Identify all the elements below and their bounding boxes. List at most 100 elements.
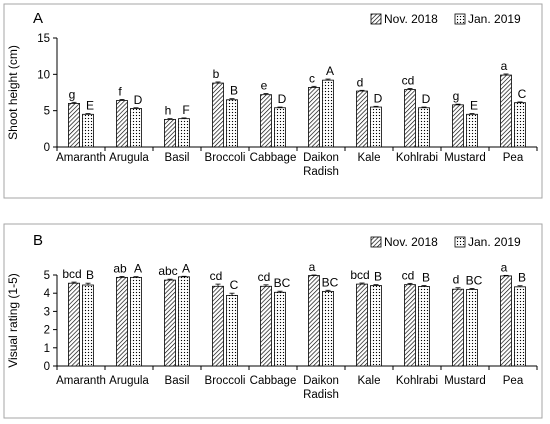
x-tick-label: Daikon — [303, 152, 339, 164]
bar-dots — [515, 287, 526, 366]
chart-panel-B: B 0 1 2 3 4 5 Visual rating (1-5) Amaranth bcd B Ar… — [4, 224, 542, 418]
bar-dots — [83, 285, 94, 366]
significance-letter: bcd — [62, 267, 81, 281]
legend-label: Nov. 2018 — [384, 12, 438, 26]
bar-dots — [131, 277, 142, 366]
legend-swatch-diagonal-hatch — [371, 14, 381, 24]
significance-letter: b — [213, 67, 220, 81]
bar-dots — [419, 286, 430, 366]
bar-dots — [227, 100, 238, 147]
bar-dots — [419, 108, 430, 147]
significance-letter: E — [470, 99, 478, 113]
legend-label: Nov. 2018 — [384, 235, 438, 249]
significance-letter: g — [69, 87, 76, 101]
x-tick-label: Cabbage — [250, 375, 297, 387]
x-tick-label: Cabbage — [250, 152, 297, 164]
bar-diagonal-hatch — [69, 103, 80, 147]
x-tick-label: Radish — [303, 166, 339, 178]
significance-letter: cd — [402, 268, 415, 282]
x-tick-label: Broccoli — [205, 152, 246, 164]
bar-diagonal-hatch — [357, 91, 368, 147]
bar-diagonal-hatch — [453, 289, 464, 366]
x-tick-label: Radish — [303, 389, 339, 401]
bar-dots — [371, 286, 382, 366]
significance-letter: A — [326, 64, 334, 78]
significance-letter: BC — [466, 273, 483, 287]
y-tick-label: 1 — [44, 343, 50, 355]
legend-label: Jan. 2019 — [468, 235, 521, 249]
bar-dots — [83, 114, 94, 147]
panel-label: B — [33, 232, 43, 249]
bar-diagonal-hatch — [501, 276, 512, 366]
significance-letter: a — [501, 260, 508, 274]
significance-letter: a — [501, 59, 508, 73]
bar-diagonal-hatch — [117, 100, 128, 147]
significance-letter: BC — [274, 276, 291, 290]
bar-diagonal-hatch — [69, 283, 80, 366]
bar-diagonal-hatch — [405, 285, 416, 366]
significance-letter: cd — [258, 270, 271, 284]
x-tick-label: Broccoli — [205, 375, 246, 387]
x-tick-label: Basil — [165, 375, 190, 387]
bar-diagonal-hatch — [213, 286, 224, 366]
significance-letter: cd — [402, 74, 415, 88]
bar-diagonal-hatch — [117, 277, 128, 366]
significance-letter: BC — [322, 275, 339, 289]
bar-dots — [371, 107, 382, 147]
significance-letter: c — [309, 71, 315, 85]
significance-letter: F — [182, 103, 189, 117]
bar-diagonal-hatch — [309, 276, 320, 366]
bar-diagonal-hatch — [309, 87, 320, 147]
x-tick-label: Kohlrabi — [396, 152, 438, 164]
significance-letter: B — [422, 271, 430, 285]
bar-dots — [323, 291, 334, 366]
significance-letter: B — [374, 270, 382, 284]
y-tick-label: 2 — [44, 325, 50, 337]
significance-letter: C — [518, 87, 527, 101]
x-tick-label: Amaranth — [56, 375, 106, 387]
significance-letter: a — [309, 260, 316, 274]
y-tick-label: 0 — [44, 361, 50, 373]
y-axis-title: Visual rating (1-5) — [6, 273, 20, 368]
bar-dots — [179, 277, 190, 366]
bar-dots — [179, 119, 190, 147]
bar-dots — [227, 295, 238, 366]
significance-letter: g — [453, 89, 460, 103]
bar-diagonal-hatch — [501, 75, 512, 147]
significance-letter: A — [182, 261, 190, 275]
y-tick-label: 3 — [44, 306, 50, 318]
significance-letter: f — [118, 84, 122, 98]
x-tick-label: Kohlrabi — [396, 375, 438, 387]
significance-letter: d — [453, 273, 460, 287]
y-tick-label: 5 — [44, 270, 50, 282]
significance-letter: cd — [210, 269, 223, 283]
y-tick-label: 5 — [44, 106, 50, 118]
bar-dots — [467, 290, 478, 366]
chart-frame — [4, 4, 542, 198]
significance-letter: A — [134, 262, 142, 276]
bar-dots — [323, 80, 334, 147]
legend-swatch-diagonal-hatch — [371, 237, 381, 247]
x-tick-label: Mustard — [444, 375, 486, 387]
y-tick-label: 10 — [37, 69, 50, 81]
legend-swatch-dots — [455, 237, 465, 247]
bar-dots — [131, 108, 142, 147]
bar-dots — [515, 103, 526, 147]
bar-diagonal-hatch — [405, 90, 416, 147]
legend-label: Jan. 2019 — [468, 12, 521, 26]
significance-letter: D — [374, 91, 383, 105]
panel-label: A — [33, 10, 43, 27]
x-tick-label: Basil — [165, 152, 190, 164]
significance-letter: C — [230, 278, 239, 292]
x-tick-label: Amaranth — [56, 152, 106, 164]
significance-letter: ab — [113, 261, 127, 275]
x-tick-label: Kale — [357, 375, 380, 387]
significance-letter: h — [165, 104, 172, 118]
bar-dots — [275, 108, 286, 147]
legend-swatch-dots — [455, 14, 465, 24]
x-tick-label: Daikon — [303, 375, 339, 387]
significance-letter: D — [422, 92, 431, 106]
significance-letter: D — [278, 92, 287, 106]
x-tick-label: Arugula — [109, 152, 149, 164]
bar-diagonal-hatch — [165, 280, 176, 366]
